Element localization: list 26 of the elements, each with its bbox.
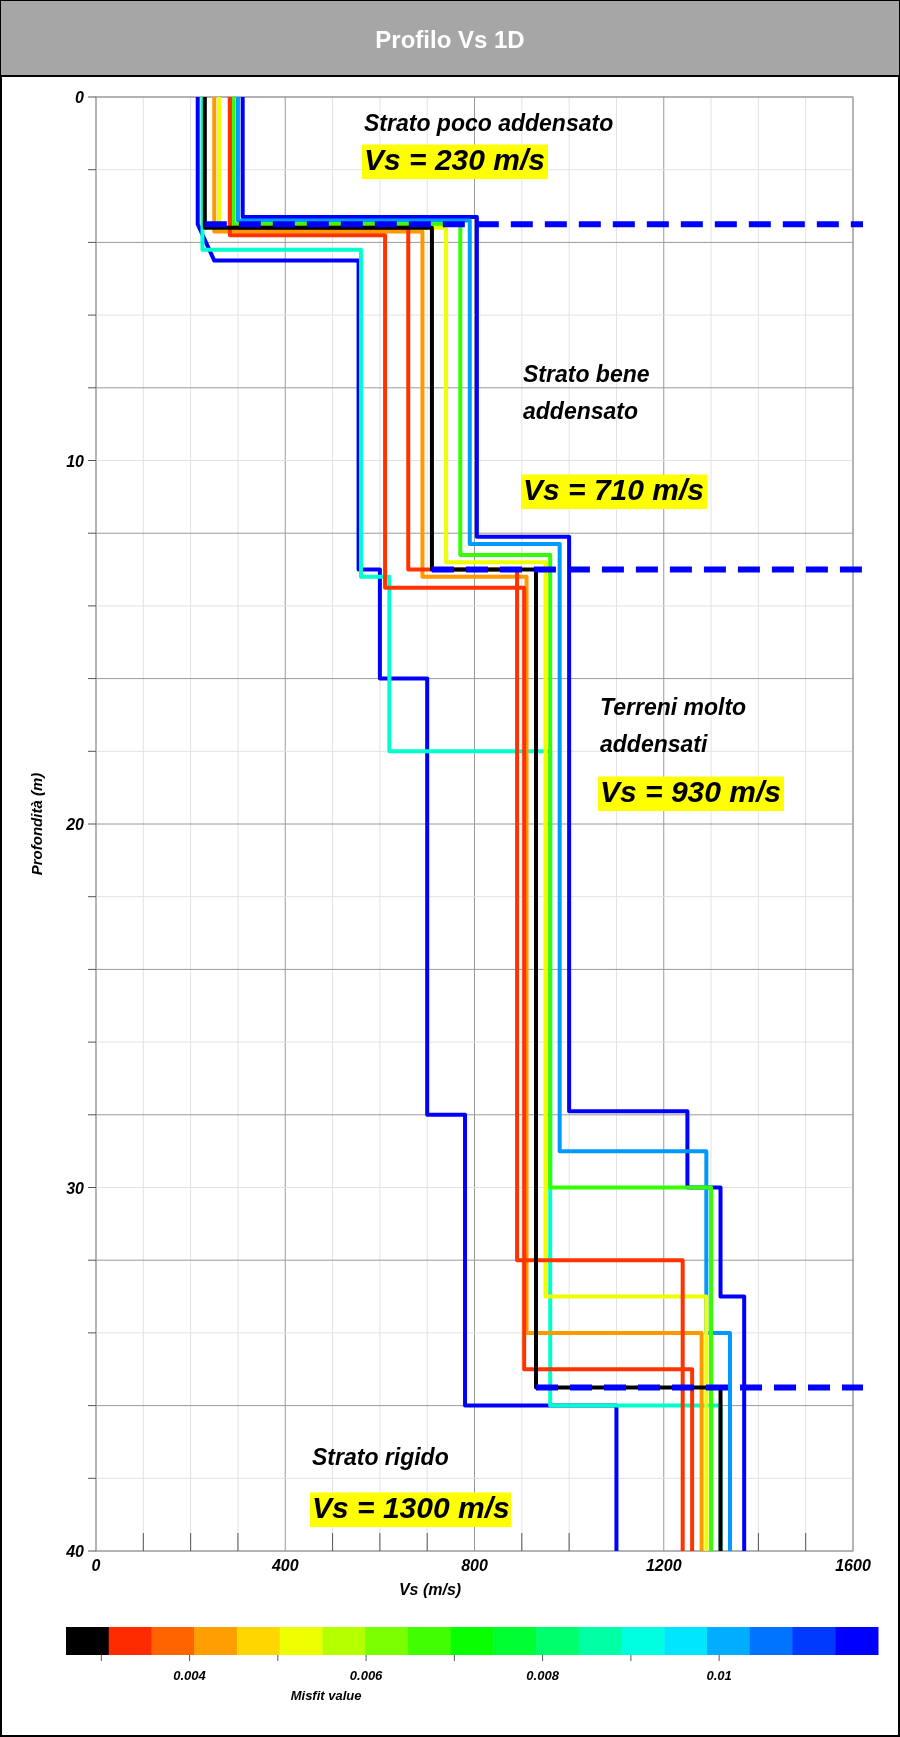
color-bar-title: Misfit value: [290, 1688, 362, 1703]
chart-title: Profilo Vs 1D: [375, 26, 525, 53]
y-tick-label: 30: [66, 1179, 85, 1197]
x-tick-label: 800: [461, 1557, 488, 1574]
x-tick-label: 0: [91, 1557, 101, 1574]
annotation: Strato poco addensato: [364, 110, 614, 136]
y-tick-label: 10: [66, 452, 85, 470]
annotation: Vs = 1300 m/s: [312, 1491, 510, 1524]
annotation: Strato bene addensato: [523, 361, 650, 424]
color-bar-label: 0.004: [173, 1668, 207, 1683]
x-axis-title: Vs (m/s): [398, 1581, 462, 1598]
y-tick-label: 20: [65, 816, 85, 833]
x-tick-label: 1200: [645, 1557, 682, 1574]
annotation: Terreni molto addensati: [600, 694, 747, 757]
annotation: Strato rigido: [312, 1444, 449, 1470]
x-tick-label: 400: [270, 1557, 299, 1574]
y-tick-label: 40: [65, 1543, 85, 1560]
y-axis-title: Profondità (m): [28, 772, 45, 876]
y-tick-label: 0: [75, 89, 85, 106]
color-bar-label: 0.008: [526, 1668, 560, 1683]
color-bar-label: 0.01: [706, 1668, 732, 1683]
annotation: Vs = 710 m/s: [523, 473, 704, 506]
annotation: Vs = 230 m/s: [364, 143, 545, 176]
annotation: Vs = 930 m/s: [600, 775, 781, 808]
x-tick-label: 1600: [835, 1557, 871, 1574]
color-bar-label: 0.006: [349, 1668, 384, 1683]
